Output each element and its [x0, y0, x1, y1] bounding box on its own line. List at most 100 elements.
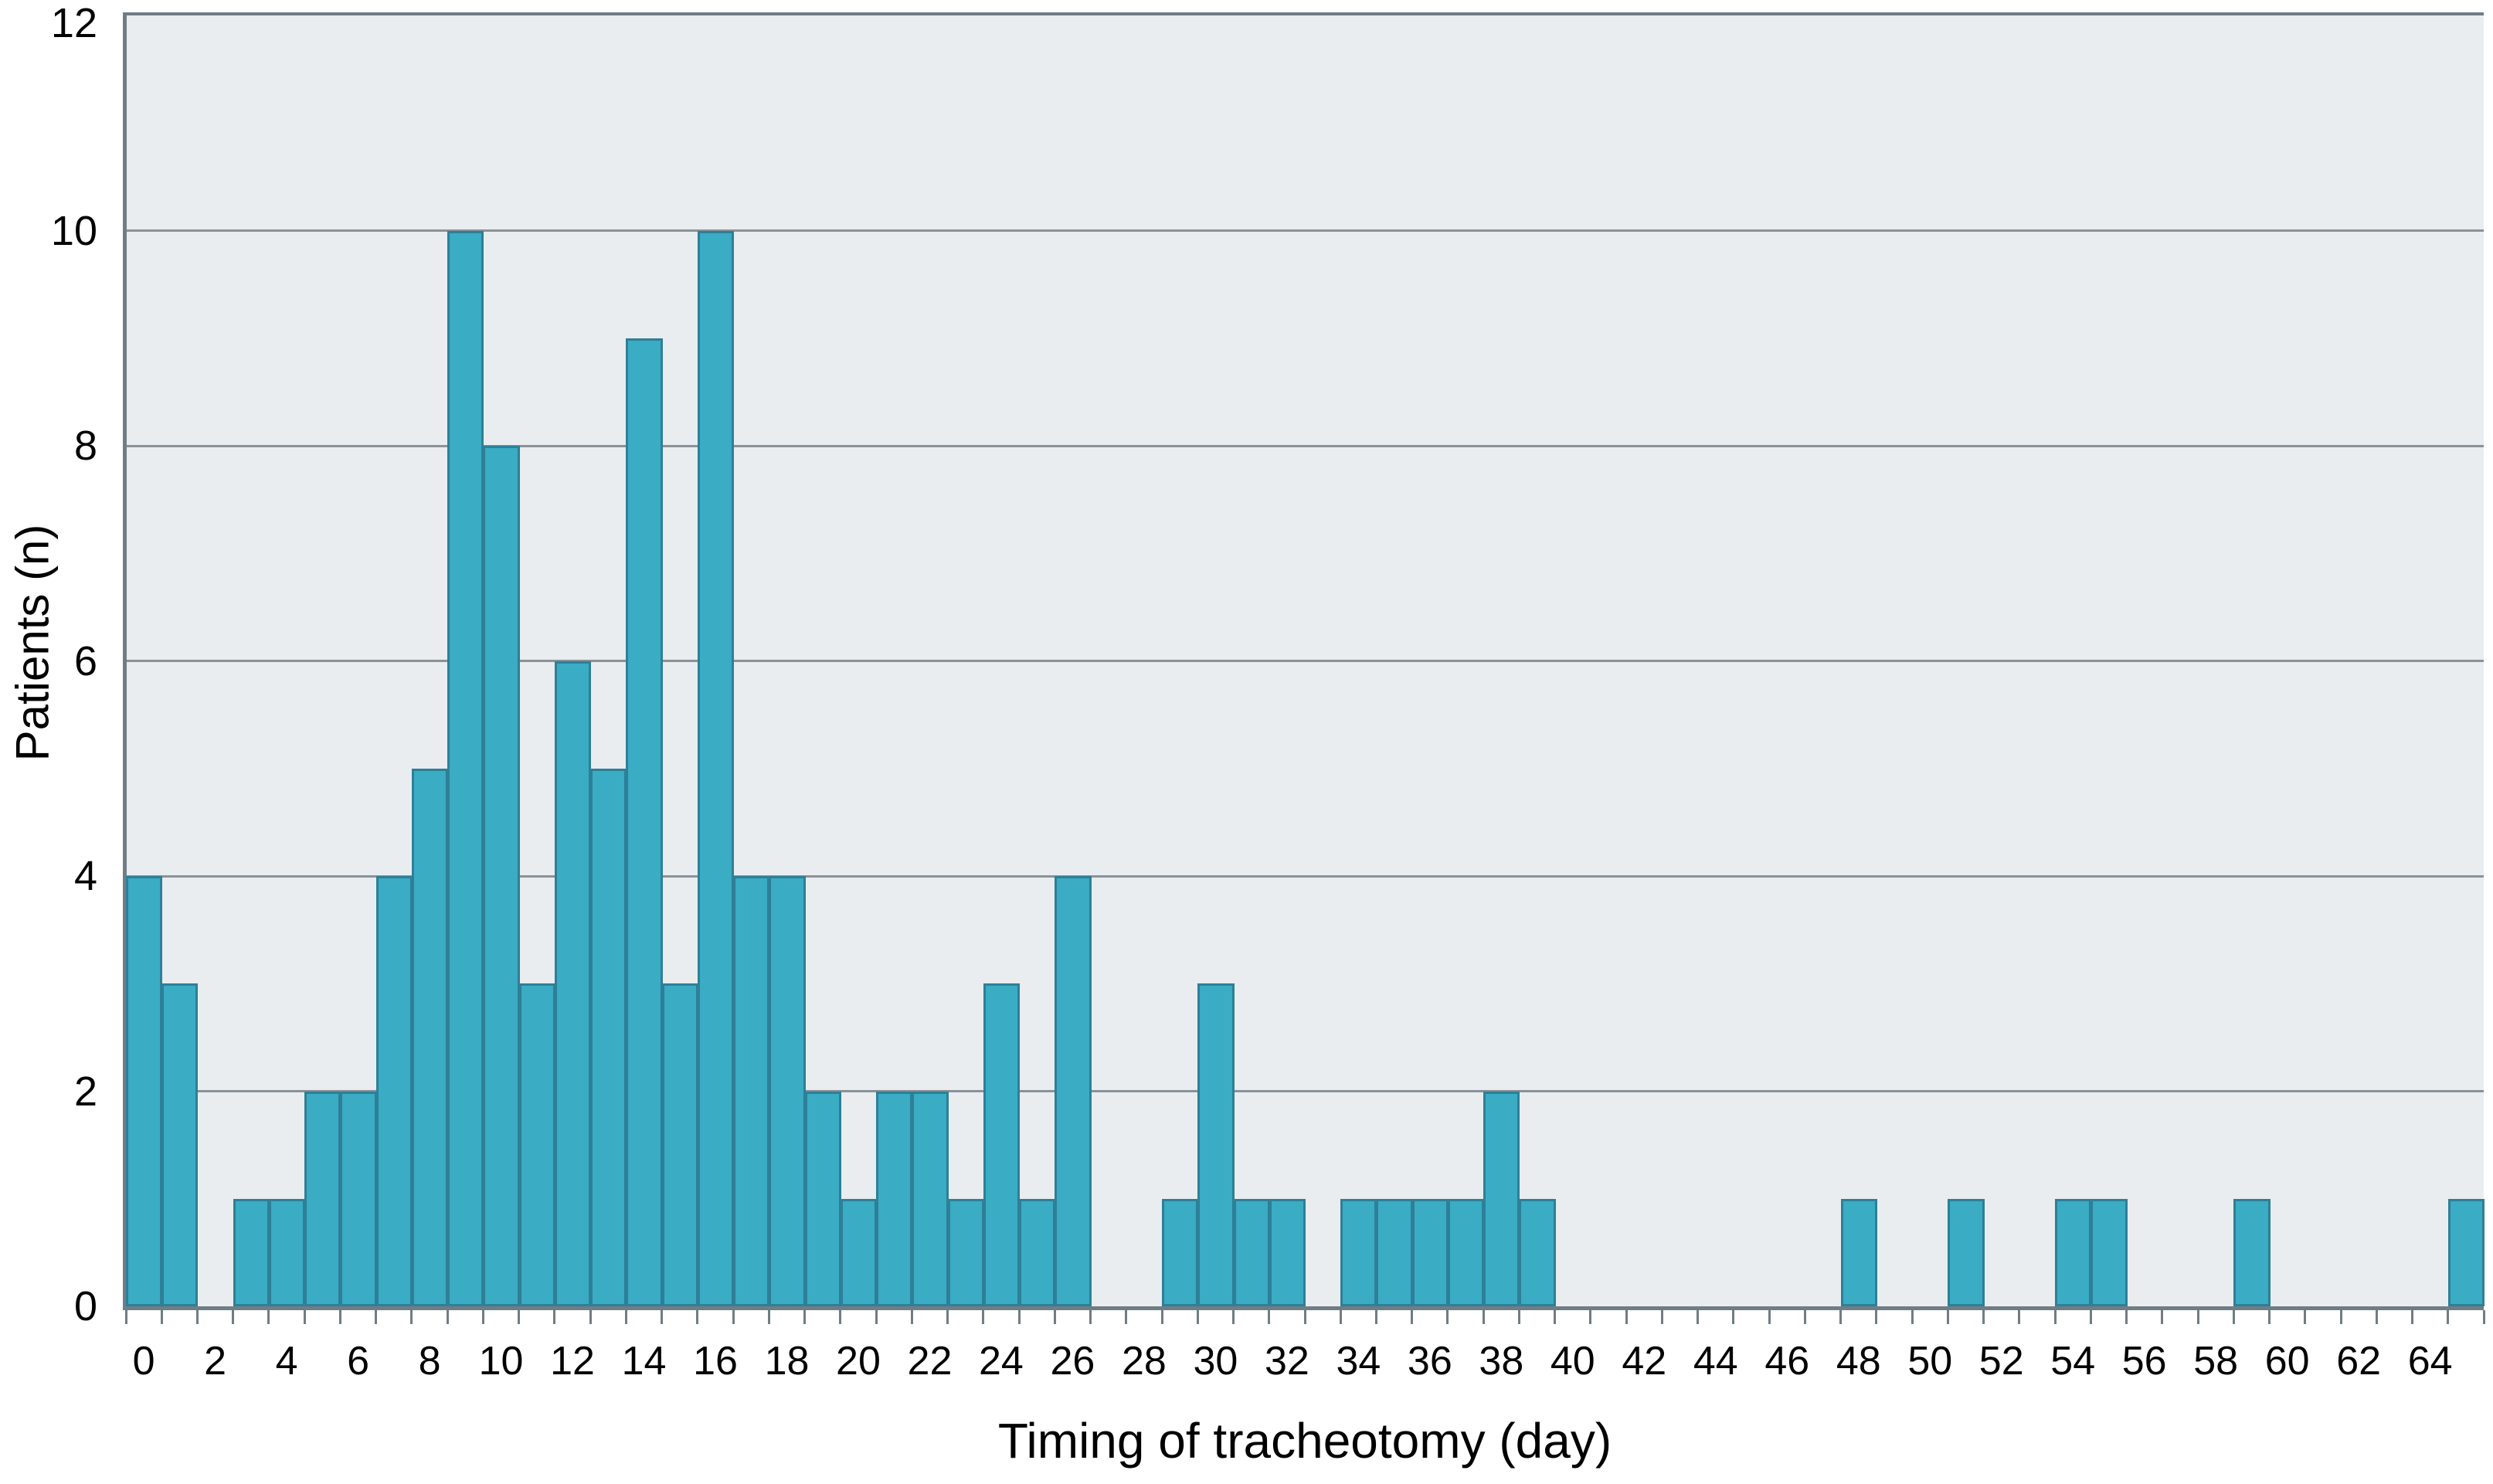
bar-day-7 [375, 876, 413, 1306]
bar-day-10 [483, 446, 520, 1306]
x-tick [875, 1310, 878, 1324]
bar-day-39 [1519, 1198, 1556, 1306]
y-axis-line [123, 12, 127, 1310]
x-tick [1160, 1310, 1163, 1324]
y-tick-label-8: 8 [73, 423, 97, 469]
x-tick [2232, 1310, 2235, 1324]
x-tick-label-18: 18 [764, 1339, 810, 1384]
bar-day-48 [1840, 1198, 1877, 1306]
bar-day-59 [2233, 1198, 2271, 1306]
x-tick-label-34: 34 [1336, 1339, 1381, 1384]
x-tick [518, 1310, 521, 1324]
x-tick [2268, 1310, 2271, 1324]
x-tick-label-12: 12 [550, 1339, 595, 1384]
bar-day-30 [1197, 983, 1235, 1306]
bar-day-20 [840, 1198, 878, 1306]
bar-day-36 [1411, 1198, 1449, 1306]
x-tick-label-64: 64 [2407, 1339, 2453, 1384]
bar-day-4 [268, 1198, 306, 1306]
bar-day-11 [518, 983, 555, 1306]
bar-day-12 [554, 660, 592, 1306]
x-tick [375, 1310, 378, 1324]
bar-day-0 [126, 876, 163, 1306]
x-tick [1875, 1310, 1878, 1324]
x-tick [2339, 1310, 2342, 1324]
bar-day-19 [804, 1091, 841, 1306]
x-tick [1697, 1310, 1700, 1324]
x-tick [481, 1310, 484, 1324]
x-tick-label-6: 6 [347, 1339, 370, 1384]
x-tick-label-40: 40 [1550, 1339, 1595, 1384]
gridline-y-6 [126, 660, 2484, 662]
bar-day-31 [1233, 1198, 1270, 1306]
bar-day-29 [1162, 1198, 1199, 1306]
bar-day-17 [733, 876, 770, 1306]
x-tick-label-10: 10 [478, 1339, 524, 1384]
x-tick-label-46: 46 [1764, 1339, 1810, 1384]
x-tick [624, 1310, 627, 1324]
x-tick [124, 1310, 127, 1324]
x-tick-label-52: 52 [1978, 1339, 2024, 1384]
x-tick [839, 1310, 842, 1324]
x-tick [1232, 1310, 1235, 1324]
y-tick-label-12: 12 [50, 0, 97, 46]
x-tick-label-0: 0 [132, 1339, 155, 1384]
x-tick [446, 1310, 449, 1324]
x-tick [1446, 1310, 1449, 1324]
bar-day-14 [626, 338, 663, 1306]
x-tick [1589, 1310, 1592, 1324]
x-tick-label-2: 2 [204, 1339, 227, 1384]
x-tick [1946, 1310, 1949, 1324]
x-tick [1982, 1310, 1985, 1324]
bar-day-32 [1269, 1198, 1306, 1306]
bar-day-55 [2091, 1198, 2128, 1306]
x-tick-label-28: 28 [1121, 1339, 1167, 1384]
x-tick-label-16: 16 [693, 1339, 738, 1384]
x-tick-label-14: 14 [621, 1339, 667, 1384]
x-tick-label-4: 4 [275, 1339, 298, 1384]
bar-day-9 [447, 230, 484, 1306]
bar-day-13 [590, 768, 627, 1306]
x-tick [1660, 1310, 1663, 1324]
x-tick [1732, 1310, 1735, 1324]
gridline-y-10 [126, 229, 2484, 232]
bar-day-22 [912, 1091, 949, 1306]
y-tick-label-2: 2 [73, 1068, 97, 1115]
x-tick-label-8: 8 [418, 1339, 441, 1384]
bar-day-18 [769, 876, 806, 1306]
x-tick [2161, 1310, 2164, 1324]
bar-day-6 [340, 1091, 377, 1306]
x-tick [589, 1310, 592, 1324]
x-tick [338, 1310, 341, 1324]
x-tick-label-42: 42 [1622, 1339, 1667, 1384]
x-tick-label-24: 24 [979, 1339, 1024, 1384]
gridline-y-2 [126, 1090, 2484, 1092]
x-tick [1017, 1310, 1021, 1324]
x-tick-label-58: 58 [2193, 1339, 2239, 1384]
bar-day-26 [1055, 876, 1092, 1306]
x-tick [2304, 1310, 2307, 1324]
bar-day-15 [661, 983, 698, 1306]
bar-day-25 [1019, 1198, 1056, 1306]
x-axis-title: Timing of tracheotomy (day) [997, 1413, 1612, 1469]
bar-day-8 [411, 768, 449, 1306]
gridline-y-4 [126, 874, 2484, 878]
bar-day-1 [161, 983, 199, 1306]
bar-day-23 [947, 1198, 984, 1306]
x-tick [2053, 1310, 2057, 1324]
bar-day-65 [2447, 1198, 2485, 1306]
x-tick-label-50: 50 [1907, 1339, 1953, 1384]
x-tick [1339, 1310, 1342, 1324]
x-tick [1517, 1310, 1520, 1324]
x-tick [1374, 1310, 1377, 1324]
x-tick [1839, 1310, 1843, 1324]
x-tick-label-48: 48 [1836, 1339, 1881, 1384]
x-tick [2018, 1310, 2021, 1324]
x-tick [2196, 1310, 2199, 1324]
x-tick [2447, 1310, 2450, 1324]
x-tick-label-62: 62 [2336, 1339, 2382, 1384]
x-tick-label-38: 38 [1479, 1339, 1524, 1384]
x-tick [1196, 1310, 1199, 1324]
x-tick-label-20: 20 [836, 1339, 881, 1384]
x-tick [2411, 1310, 2413, 1324]
